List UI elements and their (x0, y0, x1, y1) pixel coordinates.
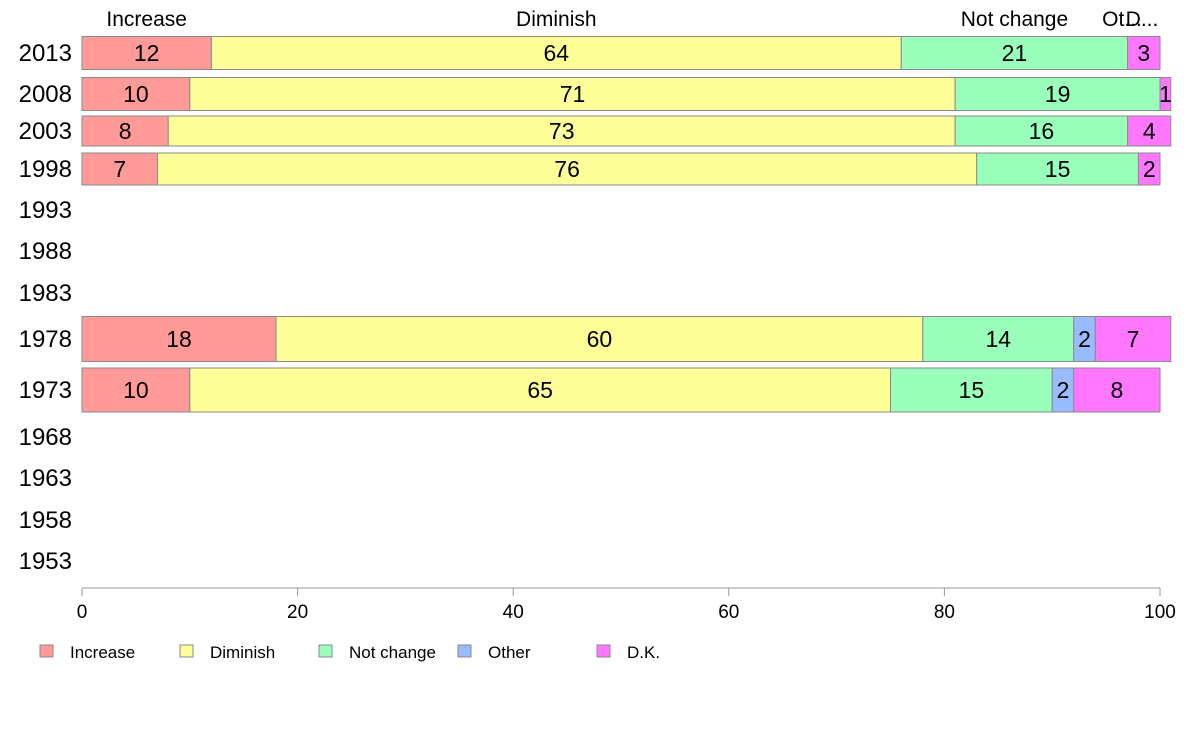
bar-2008-d-k- (1159, 77, 1172, 111)
data-label-1973-d-k-: 8 (1110, 377, 1123, 403)
data-label-1998-not-change: 15 (1045, 156, 1071, 182)
data-label-1978-d-k-: 7 (1127, 326, 1140, 352)
data-label-1998-diminish: 76 (554, 156, 580, 182)
y-tick-label-1958: 1958 (19, 507, 72, 534)
legend-label-d-k-: D.K. (627, 643, 660, 662)
data-label-2003-diminish: 73 (549, 118, 575, 144)
data-label-2008-diminish: 71 (560, 81, 586, 107)
y-tick-label-1973: 1973 (19, 377, 72, 404)
bar-1973-increase (81, 367, 191, 413)
legend-swatch-d-k- (596, 644, 611, 658)
bar-1998-not-change (976, 152, 1139, 186)
x-tick-label-20: 20 (287, 602, 308, 623)
data-label-2008-increase: 10 (123, 81, 149, 107)
bar-2008-increase (81, 77, 191, 111)
bar-1998-d-k- (1137, 152, 1161, 186)
y-tick-label-1953: 1953 (19, 548, 72, 575)
data-label-2013-d-k-: 3 (1137, 40, 1150, 66)
y-tick-label-1983: 1983 (19, 280, 72, 307)
data-label-1973-not-change: 15 (959, 377, 985, 403)
y-tick-label-2003: 2003 (19, 118, 72, 145)
bar-2013-diminish (210, 36, 902, 70)
bar-1978-not-change (922, 316, 1075, 362)
bar-2013-increase (81, 36, 212, 70)
legend-swatch-increase (39, 644, 54, 658)
legend-label-not-change: Not change (349, 643, 436, 662)
bar-2003-increase (81, 115, 169, 147)
top-series-label-0: Increase (106, 8, 187, 31)
x-tick-label-80: 80 (934, 602, 955, 623)
data-label-2013-not-change: 21 (1002, 40, 1028, 66)
bar-2003-diminish (167, 115, 956, 147)
bar-2013-not-change (900, 36, 1129, 70)
data-label-2003-increase: 8 (119, 118, 132, 144)
y-tick-label-1968: 1968 (19, 424, 72, 451)
bar-2008-diminish (189, 77, 956, 111)
y-tick-label-1963: 1963 (19, 465, 72, 492)
data-label-2013-increase: 12 (134, 40, 160, 66)
top-series-label-4: D... (1126, 8, 1159, 31)
legend-label-diminish: Diminish (210, 643, 275, 662)
y-tick-label-1993: 1993 (19, 197, 72, 224)
bar-2003-not-change (954, 115, 1129, 147)
y-tick-label-1988: 1988 (19, 238, 72, 265)
y-tick-label-1998: 1998 (19, 156, 72, 183)
bar-2008-not-change (954, 77, 1161, 111)
y-tick-label-2013: 2013 (19, 40, 72, 67)
data-label-1998-increase: 7 (113, 156, 126, 182)
data-label-2003-not-change: 16 (1029, 118, 1055, 144)
data-label-1978-not-change: 14 (986, 326, 1012, 352)
bar-1973-d-k- (1073, 367, 1161, 413)
legend-swatch-not-change (318, 644, 333, 658)
data-label-1973-increase: 10 (123, 377, 149, 403)
top-series-label-2: Not change (961, 8, 1068, 31)
top-series-label-3: Ot... (1102, 8, 1142, 31)
data-label-2003-d-k-: 4 (1143, 118, 1156, 144)
bar-2013-d-k- (1127, 36, 1161, 70)
x-tick-label-60: 60 (718, 602, 739, 623)
data-label-1973-diminish: 65 (527, 377, 553, 403)
legend-label-increase: Increase (70, 643, 135, 662)
bar-1978-diminish (275, 316, 924, 362)
bar-1998-diminish (156, 152, 978, 186)
bar-1973-not-change (890, 367, 1053, 413)
y-tick-label-1978: 1978 (19, 326, 72, 353)
legend-swatch-other (457, 644, 472, 658)
data-label-2013-diminish: 64 (544, 40, 570, 66)
bar-1978-increase (81, 316, 277, 362)
data-label-1978-other: 2 (1078, 326, 1091, 352)
x-tick-label-100: 100 (1144, 602, 1176, 623)
data-label-1978-diminish: 60 (587, 326, 613, 352)
data-label-1973-other: 2 (1057, 377, 1070, 403)
bar-1998-increase (81, 152, 158, 186)
bar-1978-d-k- (1094, 316, 1172, 362)
legend-label-other: Other (488, 643, 531, 662)
x-tick-label-0: 0 (77, 602, 88, 623)
data-label-2008-not-change: 19 (1045, 81, 1071, 107)
data-label-1998-d-k-: 2 (1143, 156, 1156, 182)
bar-2003-d-k- (1127, 115, 1172, 147)
data-label-2008-d-k-: 1 (1159, 81, 1172, 107)
top-series-label-1: Diminish (516, 8, 597, 31)
x-tick-label-40: 40 (503, 602, 524, 623)
data-label-1978-increase: 18 (166, 326, 192, 352)
y-tick-label-2008: 2008 (19, 81, 72, 108)
legend-swatch-diminish (179, 644, 194, 658)
